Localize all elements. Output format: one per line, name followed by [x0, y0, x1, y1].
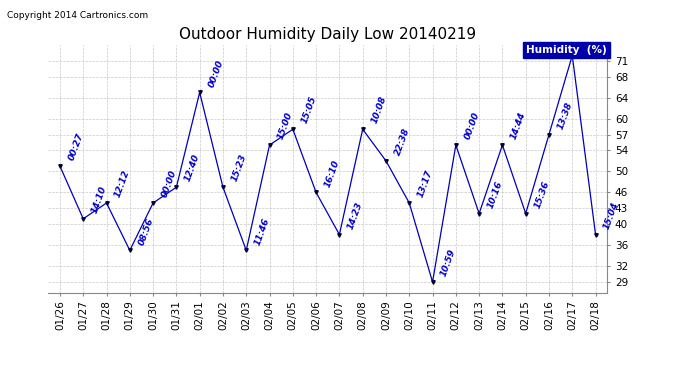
Text: 15:00: 15:00: [277, 111, 295, 141]
Text: 14:23: 14:23: [346, 200, 364, 230]
Title: Outdoor Humidity Daily Low 20140219: Outdoor Humidity Daily Low 20140219: [179, 27, 476, 42]
Text: 13:17: 13:17: [416, 169, 435, 199]
Text: 16:10: 16:10: [323, 158, 342, 188]
Text: 10:59: 10:59: [440, 248, 457, 278]
Text: 00:00: 00:00: [463, 111, 481, 141]
Text: 13:38: 13:38: [556, 100, 574, 130]
Text: 10:16: 10:16: [486, 179, 504, 209]
Text: 14:44: 14:44: [509, 111, 528, 141]
Text: 22:38: 22:38: [393, 127, 411, 157]
Text: Humidity  (%): Humidity (%): [526, 45, 607, 55]
Text: 12:40: 12:40: [184, 153, 201, 183]
Text: 15:36: 15:36: [533, 179, 551, 209]
Text: 08:56: 08:56: [137, 216, 155, 246]
Text: 14:10: 14:10: [90, 184, 108, 214]
Text: 00:00: 00:00: [160, 169, 178, 199]
Text: 15:23: 15:23: [230, 153, 248, 183]
Text: 12:12: 12:12: [113, 169, 132, 199]
Text: 00:00: 00:00: [206, 58, 225, 88]
Text: 11:46: 11:46: [253, 216, 271, 246]
Text: 15:05: 15:05: [299, 95, 318, 125]
Text: 10:08: 10:08: [370, 95, 388, 125]
Text: 15:04: 15:04: [602, 200, 621, 230]
Text: 00:27: 00:27: [67, 132, 85, 162]
Text: Copyright 2014 Cartronics.com: Copyright 2014 Cartronics.com: [7, 11, 148, 20]
